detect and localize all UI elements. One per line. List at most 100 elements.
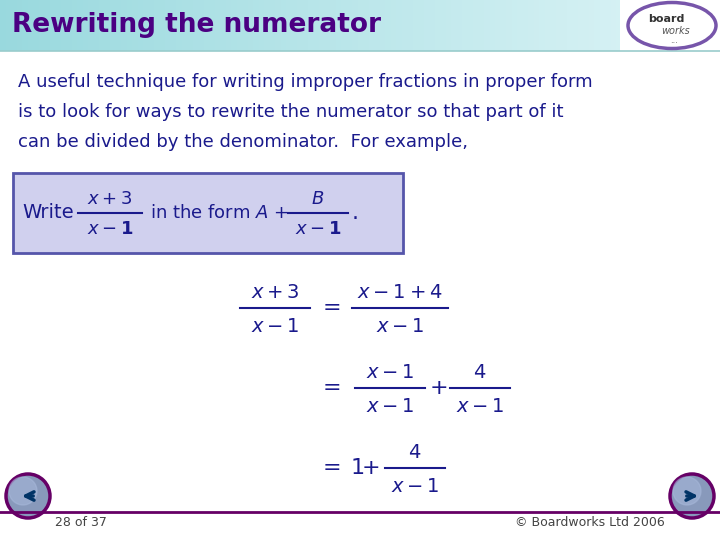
Bar bbox=[264, 0, 271, 51]
Bar bbox=[302, 0, 309, 51]
Text: =: = bbox=[323, 298, 341, 318]
Circle shape bbox=[673, 477, 701, 505]
Text: A useful technique for writing improper fractions in proper form: A useful technique for writing improper … bbox=[18, 73, 593, 91]
Bar bbox=[60, 0, 67, 51]
Bar bbox=[644, 0, 650, 51]
Bar bbox=[192, 0, 199, 51]
Text: $1$: $1$ bbox=[350, 458, 364, 478]
Bar bbox=[132, 0, 138, 51]
Bar bbox=[632, 0, 639, 51]
Bar bbox=[583, 0, 590, 51]
Bar bbox=[577, 0, 584, 51]
Bar bbox=[621, 0, 628, 51]
Bar bbox=[369, 0, 375, 51]
Text: $x+3$: $x+3$ bbox=[87, 190, 132, 208]
Bar bbox=[165, 0, 171, 51]
Text: $x-1$: $x-1$ bbox=[391, 476, 439, 496]
Bar bbox=[253, 0, 259, 51]
Bar bbox=[611, 0, 617, 51]
Bar bbox=[479, 0, 485, 51]
Bar bbox=[181, 0, 188, 51]
Bar bbox=[352, 0, 359, 51]
Bar bbox=[258, 0, 265, 51]
Bar bbox=[544, 0, 551, 51]
Bar bbox=[160, 0, 166, 51]
Bar bbox=[292, 0, 298, 51]
Bar bbox=[396, 0, 402, 51]
Bar bbox=[556, 0, 562, 51]
Bar bbox=[94, 0, 100, 51]
Text: 28 of 37: 28 of 37 bbox=[55, 516, 107, 529]
Bar bbox=[467, 0, 474, 51]
Text: © Boardworks Ltd 2006: © Boardworks Ltd 2006 bbox=[516, 516, 665, 529]
Bar bbox=[446, 0, 452, 51]
Bar bbox=[490, 0, 496, 51]
Text: .: . bbox=[352, 203, 359, 223]
Bar bbox=[33, 0, 40, 51]
Bar bbox=[143, 0, 150, 51]
Text: can be divided by the denominator.  For example,: can be divided by the denominator. For e… bbox=[18, 133, 468, 151]
Bar bbox=[187, 0, 194, 51]
Text: is to look for ways to rewrite the numerator so that part of it: is to look for ways to rewrite the numer… bbox=[18, 103, 564, 121]
Text: $x-1$: $x-1$ bbox=[251, 316, 300, 335]
Bar bbox=[88, 0, 94, 51]
Bar bbox=[77, 0, 84, 51]
Text: $B$: $B$ bbox=[311, 190, 325, 208]
Bar bbox=[528, 0, 534, 51]
Bar bbox=[6, 0, 12, 51]
Bar bbox=[456, 0, 463, 51]
Bar bbox=[225, 0, 232, 51]
Bar bbox=[209, 0, 215, 51]
Bar bbox=[83, 0, 89, 51]
Bar bbox=[308, 0, 315, 51]
Bar bbox=[138, 0, 144, 51]
Bar bbox=[429, 0, 436, 51]
Text: $x-1$: $x-1$ bbox=[366, 362, 414, 381]
Text: in the form $A$ +: in the form $A$ + bbox=[150, 204, 289, 222]
Text: $x-1$: $x-1$ bbox=[376, 316, 424, 335]
Text: $x-\mathbf{1}$: $x-\mathbf{1}$ bbox=[87, 220, 133, 238]
Bar bbox=[534, 0, 540, 51]
Bar bbox=[286, 0, 292, 51]
Bar bbox=[561, 0, 567, 51]
Bar bbox=[17, 0, 23, 51]
Bar bbox=[539, 0, 546, 51]
Bar bbox=[231, 0, 238, 51]
Bar bbox=[341, 0, 348, 51]
Bar bbox=[50, 0, 56, 51]
Text: $4$: $4$ bbox=[473, 362, 487, 381]
Text: $x-\mathbf{1}$: $x-\mathbf{1}$ bbox=[294, 220, 341, 238]
Bar bbox=[588, 0, 595, 51]
Bar bbox=[462, 0, 469, 51]
Bar bbox=[220, 0, 227, 51]
Bar bbox=[248, 0, 254, 51]
Bar bbox=[627, 0, 634, 51]
Bar bbox=[0, 0, 6, 51]
Bar bbox=[363, 0, 369, 51]
Bar bbox=[275, 0, 282, 51]
Text: board: board bbox=[648, 15, 684, 24]
Bar bbox=[390, 0, 397, 51]
Bar bbox=[517, 0, 523, 51]
Bar bbox=[358, 0, 364, 51]
Bar bbox=[325, 0, 331, 51]
Bar bbox=[572, 0, 578, 51]
Bar bbox=[27, 0, 34, 51]
Bar bbox=[418, 0, 425, 51]
Bar bbox=[330, 0, 336, 51]
Bar bbox=[71, 0, 78, 51]
Bar bbox=[66, 0, 73, 51]
Bar bbox=[594, 0, 600, 51]
Bar bbox=[638, 0, 644, 51]
Text: $4$: $4$ bbox=[408, 442, 422, 462]
Bar bbox=[127, 0, 133, 51]
Text: +: + bbox=[430, 378, 449, 398]
Bar bbox=[374, 0, 380, 51]
Bar bbox=[176, 0, 182, 51]
Bar bbox=[649, 0, 655, 51]
Bar bbox=[22, 0, 29, 51]
Bar bbox=[506, 0, 513, 51]
Bar bbox=[434, 0, 441, 51]
Bar bbox=[154, 0, 161, 51]
Bar bbox=[121, 0, 127, 51]
